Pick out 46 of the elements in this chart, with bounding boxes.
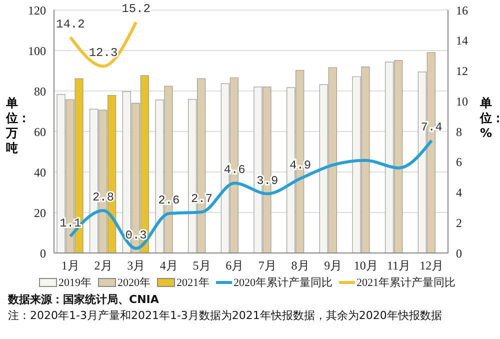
legend-label: 2020年累计产量同比 xyxy=(234,276,332,290)
y2-axis-title: 单位：% xyxy=(480,96,500,141)
y-tick-label: 60 xyxy=(34,124,46,139)
data-label: 4.9 xyxy=(289,158,312,173)
x-tick-label: 12月 xyxy=(420,258,444,273)
data-label: 2.6 xyxy=(158,194,180,208)
y2-tick-label: 0 xyxy=(456,246,462,260)
x-tick-label: 4月 xyxy=(160,258,178,273)
y-tick-label: 20 xyxy=(34,206,46,220)
x-tick-label: 1月 xyxy=(61,258,80,273)
data-label: 15.2 xyxy=(122,2,150,16)
x-tick-label: 7月 xyxy=(258,258,276,273)
data-label: 4.6 xyxy=(224,163,246,178)
data-label: 3.9 xyxy=(256,174,278,188)
y2-tick-label: 8 xyxy=(456,124,462,139)
y2-tick-label: 6 xyxy=(456,155,462,170)
legend-label: 2021年累计产量同比 xyxy=(356,276,456,290)
y2-tick-label: 14 xyxy=(456,34,468,48)
x-tick-label: 8月 xyxy=(291,258,310,273)
x-tick-label: 5月 xyxy=(192,258,211,273)
source-note: 数据来源：国家统计局、CNIA xyxy=(8,292,160,308)
x-tick-label: 10月 xyxy=(354,258,378,273)
data-label: 7.4 xyxy=(420,120,442,135)
y-tick-label: 40 xyxy=(34,165,46,180)
y2-tick-label: 10 xyxy=(456,94,468,108)
x-tick-label: 6月 xyxy=(226,258,244,273)
y2-tick-label: 2 xyxy=(456,216,462,230)
legend-label: 2020年 xyxy=(118,276,150,290)
y-tick-label: 80 xyxy=(34,84,46,98)
y-tick-label: 100 xyxy=(28,44,46,58)
x-tick-label: 2月 xyxy=(94,258,112,273)
x-tick-label: 9月 xyxy=(324,258,342,273)
text: 2019年 xyxy=(58,276,92,290)
y-tick-label: 0 xyxy=(40,246,46,260)
legend-label: 2021年 xyxy=(176,276,210,290)
y-axis-title: 单位：万吨 xyxy=(6,96,30,156)
y2-tick-label: 16 xyxy=(456,3,468,18)
data-label: 14.2 xyxy=(56,17,85,32)
data-label: 2.7 xyxy=(190,192,213,206)
y-tick-label: 120 xyxy=(28,3,46,18)
y2-tick-label: 4 xyxy=(456,186,462,200)
data-label: 12.3 xyxy=(88,46,118,60)
x-tick-label: 11月 xyxy=(386,258,411,273)
x-tick-label: 3月 xyxy=(127,258,146,273)
text: 注：2020年1-3月产量和2021年1-3月数据为2021年快报数据，其余为2020年快报数据 xyxy=(8,308,442,324)
y2-tick-label: 12 xyxy=(456,64,468,78)
